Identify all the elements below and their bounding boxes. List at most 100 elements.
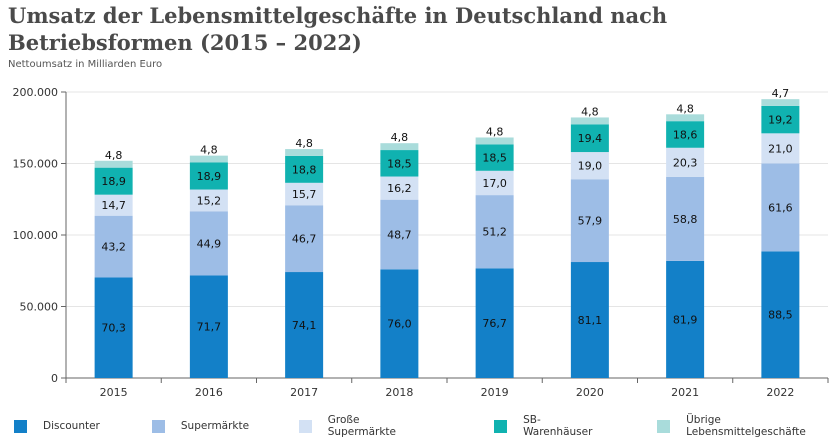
x-tick-label: 2017 bbox=[290, 386, 318, 399]
legend-item: Discounter bbox=[14, 414, 100, 438]
legend-item: Übrige Lebensmittelgeschäfte bbox=[657, 414, 840, 438]
y-tick-label: 50.000 bbox=[20, 301, 59, 314]
bar-segment bbox=[380, 199, 419, 270]
legend-swatch bbox=[494, 419, 508, 433]
legend-item: Große Supermärkte bbox=[299, 414, 428, 438]
legend-label: SB-Warenhäuser bbox=[523, 414, 593, 438]
data-label: 18,5 bbox=[387, 157, 412, 170]
bar-segment bbox=[94, 160, 133, 168]
data-label: 81,9 bbox=[673, 313, 698, 326]
data-label: 19,2 bbox=[768, 114, 793, 127]
bar-segment bbox=[189, 155, 228, 163]
legend-label: Große Supermärkte bbox=[327, 414, 396, 438]
chart-subtitle: Nettoumsatz in Milliarden Euro bbox=[8, 59, 163, 70]
data-label: 74,1 bbox=[292, 319, 317, 332]
bar-segment bbox=[94, 167, 133, 195]
data-label: 19,4 bbox=[578, 132, 603, 145]
x-tick-label: 2019 bbox=[481, 386, 509, 399]
data-label: 18,8 bbox=[292, 163, 317, 176]
bar-segment bbox=[94, 194, 133, 216]
legend-label: Übrige Lebensmittelgeschäfte bbox=[686, 414, 806, 438]
bar-segment bbox=[285, 155, 324, 183]
x-tick-label: 2022 bbox=[766, 386, 794, 399]
data-label: 57,9 bbox=[578, 215, 603, 228]
bar-segment bbox=[189, 275, 228, 378]
data-label: 4,8 bbox=[676, 102, 694, 115]
data-label: 44,9 bbox=[197, 237, 222, 250]
data-label: 46,7 bbox=[292, 233, 317, 246]
data-label: 18,6 bbox=[673, 128, 698, 141]
data-label: 14,7 bbox=[101, 199, 126, 212]
data-label: 21,0 bbox=[768, 142, 793, 155]
data-label: 4,8 bbox=[200, 144, 218, 157]
bar-segment bbox=[380, 150, 419, 177]
bar-segment bbox=[570, 179, 609, 263]
data-label: 71,7 bbox=[197, 321, 222, 334]
bar-segment bbox=[380, 269, 419, 378]
data-label: 4,8 bbox=[486, 125, 504, 138]
bar-segment bbox=[475, 144, 514, 171]
y-tick-label: 150.000 bbox=[13, 158, 59, 171]
bar-segment bbox=[285, 205, 324, 273]
chart-title: Umsatz der Lebensmittelgeschäfte in Deut… bbox=[8, 3, 668, 55]
legend-swatch bbox=[299, 419, 312, 433]
data-label: 16,2 bbox=[387, 182, 412, 195]
bar-segment bbox=[666, 260, 705, 378]
data-label: 18,9 bbox=[197, 170, 222, 183]
bar-segment bbox=[570, 262, 609, 378]
data-label: 20,3 bbox=[673, 156, 698, 169]
bar-segment bbox=[761, 133, 800, 164]
data-label: 70,3 bbox=[101, 322, 126, 335]
y-tick-label: 100.000 bbox=[13, 229, 59, 242]
legend-item: Supermärkte bbox=[151, 414, 250, 438]
bar-segment bbox=[570, 124, 609, 153]
bar-segment bbox=[761, 99, 800, 106]
bar-segment bbox=[94, 215, 133, 278]
bar-segment bbox=[666, 114, 705, 122]
data-label: 51,2 bbox=[482, 226, 507, 239]
data-label: 18,5 bbox=[482, 152, 507, 165]
data-label: 81,1 bbox=[578, 314, 603, 327]
x-tick-label: 2021 bbox=[671, 386, 699, 399]
bar-segment bbox=[761, 163, 800, 252]
data-label: 19,0 bbox=[578, 160, 603, 173]
data-label: 48,7 bbox=[387, 228, 412, 241]
y-tick-label: 0 bbox=[51, 372, 58, 385]
data-label: 88,5 bbox=[768, 309, 793, 322]
chart-legend: Discounter Supermärkte Große Supermärkte SB… bbox=[14, 414, 840, 438]
data-label: 4,8 bbox=[391, 131, 409, 144]
data-label: 18,9 bbox=[101, 175, 126, 188]
legend-label: Supermärkte bbox=[180, 420, 250, 432]
bar-segment bbox=[761, 105, 800, 134]
bar-segment bbox=[761, 251, 800, 378]
bar-segment bbox=[285, 272, 324, 378]
bar-segment bbox=[380, 143, 419, 151]
bar-segment bbox=[666, 147, 705, 177]
data-label: 4,8 bbox=[295, 137, 313, 150]
bar-segment bbox=[570, 152, 609, 180]
legend-item: SB-Warenhäuser bbox=[494, 414, 607, 438]
bar-segment bbox=[94, 277, 133, 378]
stacked-bar-chart: 0 50.000 100.000 150.000 200.000 70,3 43,2 14,7… bbox=[13, 86, 829, 399]
data-label: 4,8 bbox=[105, 149, 123, 162]
bar-segment bbox=[285, 149, 324, 156]
data-label: 58,8 bbox=[673, 213, 698, 226]
data-label: 4,8 bbox=[581, 105, 599, 118]
bar-segment bbox=[189, 211, 228, 276]
bar-segment bbox=[189, 162, 228, 190]
y-tick-label: 200.000 bbox=[13, 86, 59, 99]
data-label: 15,7 bbox=[292, 188, 317, 201]
bar-segment bbox=[666, 176, 705, 261]
data-label: 43,2 bbox=[101, 241, 126, 254]
data-label: 15,2 bbox=[197, 194, 222, 207]
bar-segment bbox=[475, 137, 514, 145]
bar-segment bbox=[570, 117, 609, 125]
legend-swatch bbox=[151, 419, 165, 433]
legend-swatch bbox=[657, 419, 671, 433]
bar-segment bbox=[475, 170, 514, 196]
bar-segment bbox=[189, 189, 228, 212]
data-label: 76,0 bbox=[387, 318, 412, 331]
x-tick-label: 2015 bbox=[100, 386, 128, 399]
data-label: 4,7 bbox=[772, 87, 790, 100]
data-label: 17,0 bbox=[482, 177, 507, 190]
